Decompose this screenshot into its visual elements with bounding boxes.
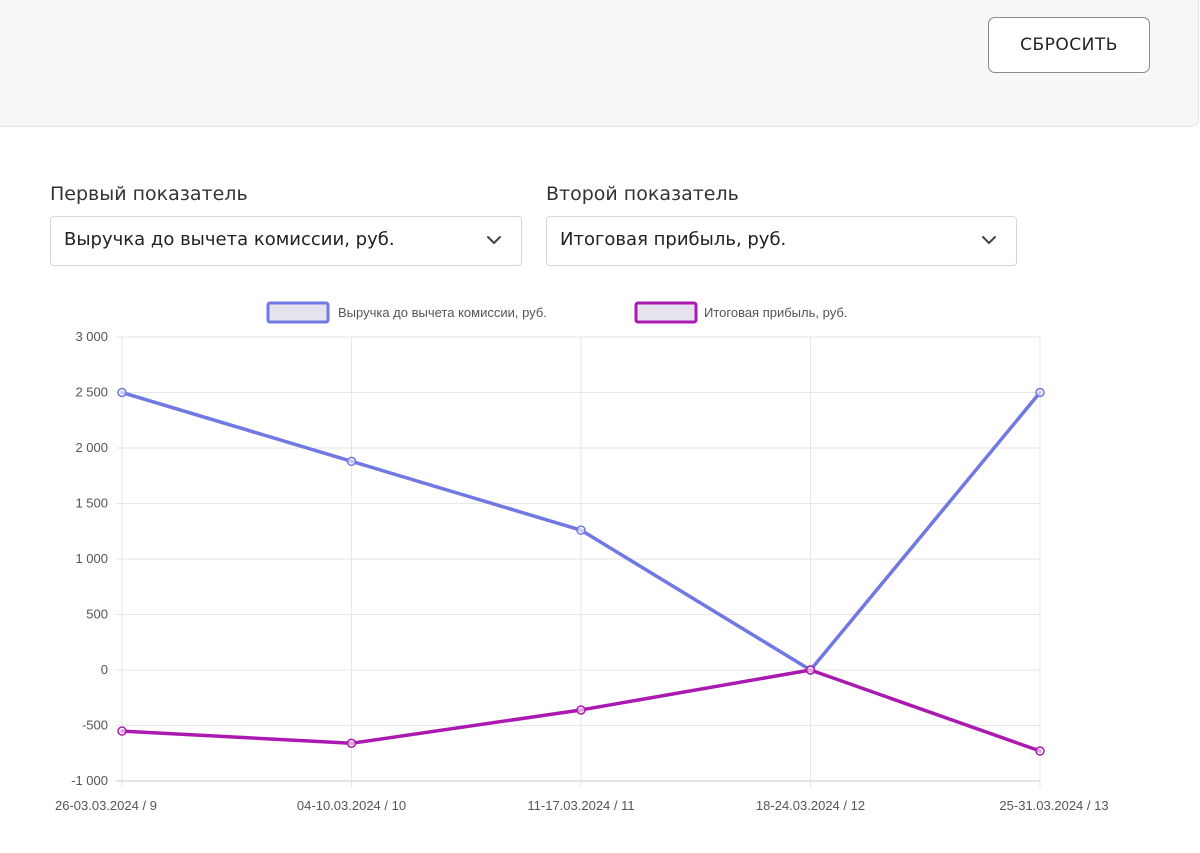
- data-point: [117, 726, 127, 736]
- first-metric-label: Первый показатель: [50, 183, 248, 205]
- data-point: [346, 456, 357, 467]
- data-point: [117, 387, 127, 398]
- y-tick-label: 2 000: [75, 440, 108, 455]
- y-tick-label: 3 000: [75, 329, 108, 344]
- second-metric-label: Второй показатель: [546, 183, 739, 205]
- x-tick-label: 04-10.03.2024 / 10: [297, 798, 406, 813]
- line-chart: 3 000 2 500 2 000 1 500 1 000 500 0 -500 -1 000 2…: [55, 301, 1109, 813]
- legend-label: Выручка до вычета комиссии, руб.: [338, 305, 547, 320]
- first-metric-select[interactable]: Выручка до вычета комиссии, руб.: [50, 216, 522, 266]
- y-tick-label: 0: [101, 662, 108, 677]
- x-tick-label: 25-31.03.2024 / 13: [999, 798, 1108, 813]
- chevron-down-icon: [982, 236, 996, 244]
- y-tick-label: -1 000: [71, 773, 108, 788]
- legend-swatch: [634, 301, 698, 324]
- data-point: [1035, 746, 1045, 756]
- data-point: [805, 665, 816, 675]
- data-point: [346, 738, 357, 749]
- y-tick-label: 1 000: [75, 551, 108, 566]
- filter-panel: СБРОСИТЬ: [0, 0, 1199, 127]
- y-tick-label: 1 500: [75, 496, 108, 511]
- x-tick-label: 11-17.03.2024 / 11: [527, 798, 634, 813]
- y-tick-label: 2 500: [75, 385, 108, 400]
- chevron-down-icon: [487, 236, 501, 244]
- y-tick-label: 500: [86, 607, 108, 622]
- second-metric-value: Итоговая прибыль, руб.: [560, 229, 787, 250]
- data-point: [576, 705, 586, 715]
- data-point: [576, 525, 586, 535]
- reset-button[interactable]: СБРОСИТЬ: [988, 17, 1150, 73]
- second-metric-select[interactable]: Итоговая прибыль, руб.: [546, 216, 1017, 266]
- legend-swatch: [266, 301, 330, 324]
- y-tick-label: -500: [82, 718, 108, 733]
- first-metric-value: Выручка до вычета комиссии, руб.: [64, 229, 395, 250]
- legend-label: Итоговая прибыль, руб.: [704, 305, 847, 320]
- data-point: [1035, 387, 1045, 398]
- x-tick-label: 18-24.03.2024 / 12: [756, 798, 865, 813]
- x-tick-label: 26-03.03.2024 / 9: [55, 798, 157, 813]
